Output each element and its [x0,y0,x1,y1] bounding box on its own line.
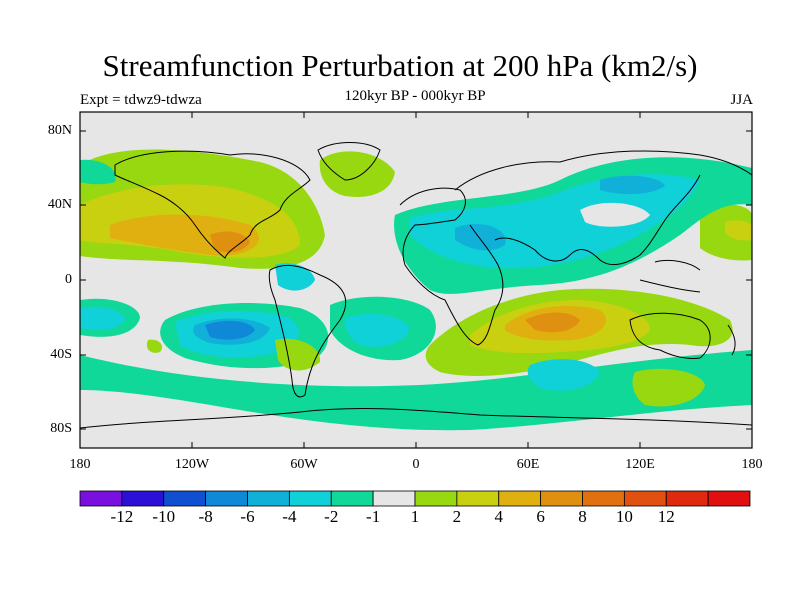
lon-tick-label: 120E [625,457,655,472]
colorbar-label: 10 [615,507,633,526]
colorbar-swatch [540,490,583,507]
colorbar-swatch [121,490,165,507]
colorbar-swatch [79,490,123,507]
colorbar-swatch [582,490,625,507]
colorbar [79,490,751,507]
lat-tick-label: 80S [50,421,72,436]
coastlines [80,142,752,429]
season-label: JJA [730,92,753,108]
contour-fills [80,149,752,431]
lon-tick-marks [191,112,641,448]
colorbar-label: 8 [578,507,587,526]
colorbar-swatch [623,490,667,507]
experiment-label: Expt = tdwz9-tdwza [80,92,202,108]
lat-tick-marks [80,130,752,430]
colorbar-swatch [372,490,416,507]
colorbar-swatch [163,490,207,507]
colorbar-label: -12 [110,507,134,526]
lon-tick-label: 180 [69,457,91,472]
colorbar-label: -6 [240,507,255,526]
colorbar-swatch [456,490,500,507]
colorbar-swatch [414,490,458,507]
colorbar-swatch [288,490,332,507]
colorbar-swatch [707,490,751,507]
colorbar-label: 4 [494,507,504,526]
period-label: 120kyr BP - 000kyr BP [344,88,486,104]
colorbar-label: -1 [366,507,381,526]
lon-tick-label: 0 [412,457,420,472]
colorbar-swatch [205,490,248,507]
colorbar-swatch [330,490,374,507]
colorbar-label: 12 [657,507,675,526]
lat-tick-label: 40S [50,347,72,362]
colorbar-swatch [498,490,542,507]
colorbar-label: -10 [152,507,176,526]
colorbar-label: 1 [410,507,420,526]
lon-tick-label: 60E [516,457,540,472]
lon-tick-label: 180 [741,457,763,472]
lon-tick-label: 120W [174,457,210,472]
colorbar-label: -8 [198,507,213,526]
lat-tick-label: 80N [47,123,72,138]
colorbar-label: -2 [324,507,339,526]
colorbar-label: 6 [536,507,545,526]
lon-tick-label: 60W [290,457,318,472]
colorbar-label: 2 [452,507,462,526]
colorbar-swatch [665,490,709,507]
lat-tick-label: 0 [65,272,72,287]
colorbar-label: -4 [282,507,297,526]
colorbar-swatch [247,490,290,507]
lat-tick-label: 40N [47,197,72,212]
map-plot-area [80,112,752,448]
plot-title: Streamfunction Perturbation at 200 hPa (… [102,48,698,83]
